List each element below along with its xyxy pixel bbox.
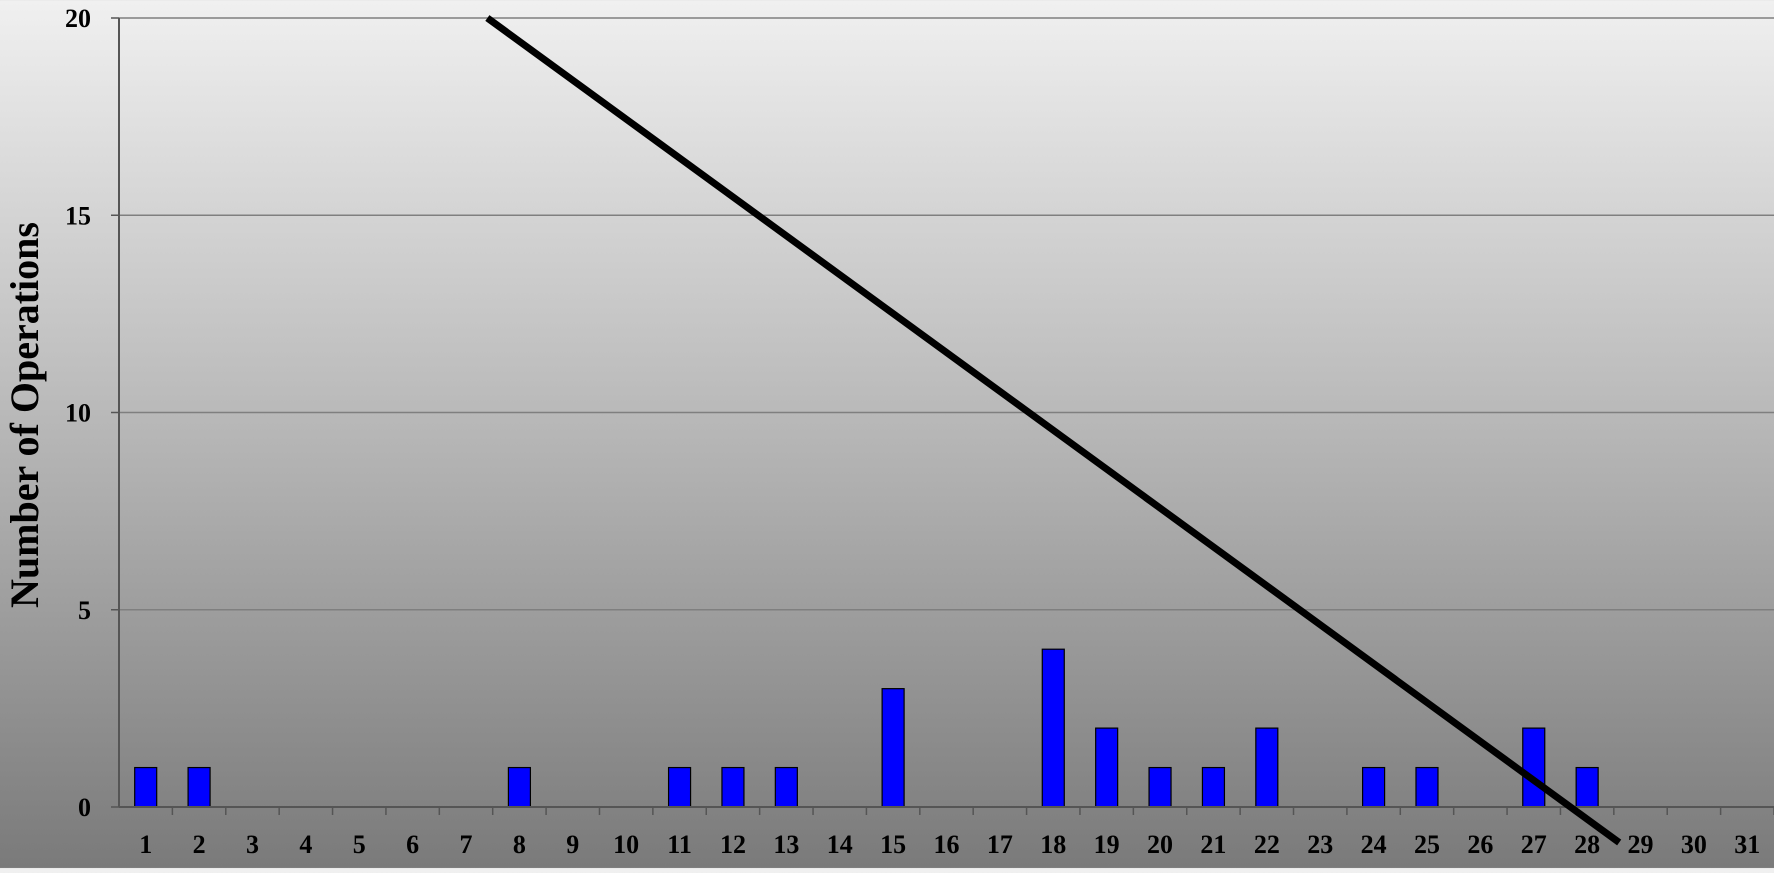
x-tick-label: 23	[1307, 830, 1333, 859]
x-tick-label: 16	[934, 830, 960, 859]
x-tick-label: 9	[566, 830, 579, 859]
x-tick-label: 14	[827, 830, 853, 859]
bar-25	[1415, 766, 1439, 808]
bar-27	[1522, 727, 1546, 808]
y-tick-label: 20	[65, 4, 91, 33]
bar-11	[667, 766, 692, 808]
x-tick-label: 5	[353, 830, 366, 859]
x-tick-label: 26	[1467, 830, 1493, 859]
x-tick-label: 21	[1200, 830, 1226, 859]
x-tick-label: 22	[1254, 830, 1280, 859]
x-tick-label: 12	[720, 830, 746, 859]
x-tick-label: 28	[1574, 830, 1600, 859]
x-tick-label: 3	[246, 830, 259, 859]
x-tick-label: 29	[1628, 830, 1654, 859]
bar-2	[187, 766, 211, 808]
x-tick-label: 24	[1361, 830, 1387, 859]
trend-line-layer	[485, 15, 1622, 846]
x-tick-label: 6	[406, 830, 419, 859]
bar-20	[1148, 766, 1172, 808]
x-tick-label: 25	[1414, 830, 1440, 859]
y-tick-label: 10	[65, 399, 91, 428]
y-tick-label: 0	[78, 793, 91, 822]
x-tick-label: 17	[987, 830, 1013, 859]
x-tick-label: 27	[1521, 830, 1547, 859]
x-tick-label: 10	[613, 830, 639, 859]
bar-18	[1041, 648, 1065, 808]
x-tick-label: 19	[1094, 830, 1120, 859]
x-tick-label: 4	[299, 830, 312, 859]
y-tick-label: 5	[78, 596, 91, 625]
grid-lines	[119, 17, 1774, 611]
bar-21	[1201, 766, 1226, 808]
axes	[111, 17, 1774, 815]
x-tick-label: 18	[1040, 830, 1066, 859]
x-tick-label: 20	[1147, 830, 1173, 859]
bar-24	[1361, 766, 1386, 808]
bar-8	[507, 766, 532, 808]
x-tick-label: 1	[139, 830, 152, 859]
bar-15	[881, 688, 905, 808]
trend-line	[485, 15, 1622, 846]
x-tick-label: 13	[773, 830, 799, 859]
x-tick-label: 2	[193, 830, 206, 859]
bar-12	[721, 766, 745, 808]
y-tick-label: 15	[65, 201, 91, 230]
x-tick-label: 7	[460, 830, 473, 859]
y-axis-title: Number of Operations	[2, 222, 47, 608]
bar-28	[1575, 766, 1599, 808]
x-tick-label: 11	[667, 830, 692, 859]
x-tick-label: 30	[1681, 830, 1707, 859]
x-tick-label: 8	[513, 830, 526, 859]
x-tick-label: 15	[880, 830, 906, 859]
x-tick-label: 31	[1734, 830, 1760, 859]
bar-19	[1095, 727, 1119, 808]
bar-1	[134, 766, 158, 808]
bar-22	[1255, 727, 1279, 808]
bar-13	[774, 766, 798, 808]
bars	[134, 648, 1599, 808]
